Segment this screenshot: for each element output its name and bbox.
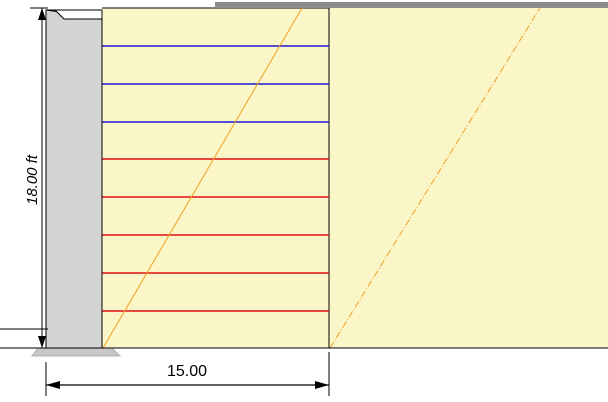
- dimension-arrow-left-icon: [46, 381, 60, 389]
- failure-surface-line: [102, 7, 303, 349]
- wall-height-label: 18.00 ft: [24, 154, 41, 205]
- surcharge-bar: [215, 2, 608, 8]
- leveling-pad: [31, 347, 122, 357]
- soil-region: [102, 8, 608, 348]
- facing-wall: [45, 9, 103, 349]
- dimension-arrow-right-icon: [315, 381, 329, 389]
- length-dimension: 15.00: [45, 352, 330, 396]
- reinforced-length-label: 15.00: [167, 363, 207, 380]
- failure-surface-dashed-line: [329, 7, 541, 349]
- height-dimension: 18.00 ft: [0, 7, 48, 348]
- dimension-arrow-up-icon: [38, 8, 46, 20]
- dimension-arrow-down-icon: [38, 336, 46, 348]
